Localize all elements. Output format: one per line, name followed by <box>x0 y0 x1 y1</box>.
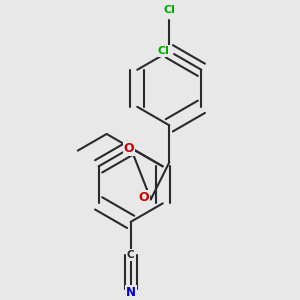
Text: O: O <box>138 191 149 204</box>
Text: I: I <box>129 142 134 154</box>
Text: Cl: Cl <box>164 5 175 15</box>
Text: O: O <box>124 142 134 154</box>
Text: C: C <box>127 250 134 260</box>
Text: Cl: Cl <box>158 46 170 56</box>
Text: N: N <box>126 286 136 299</box>
